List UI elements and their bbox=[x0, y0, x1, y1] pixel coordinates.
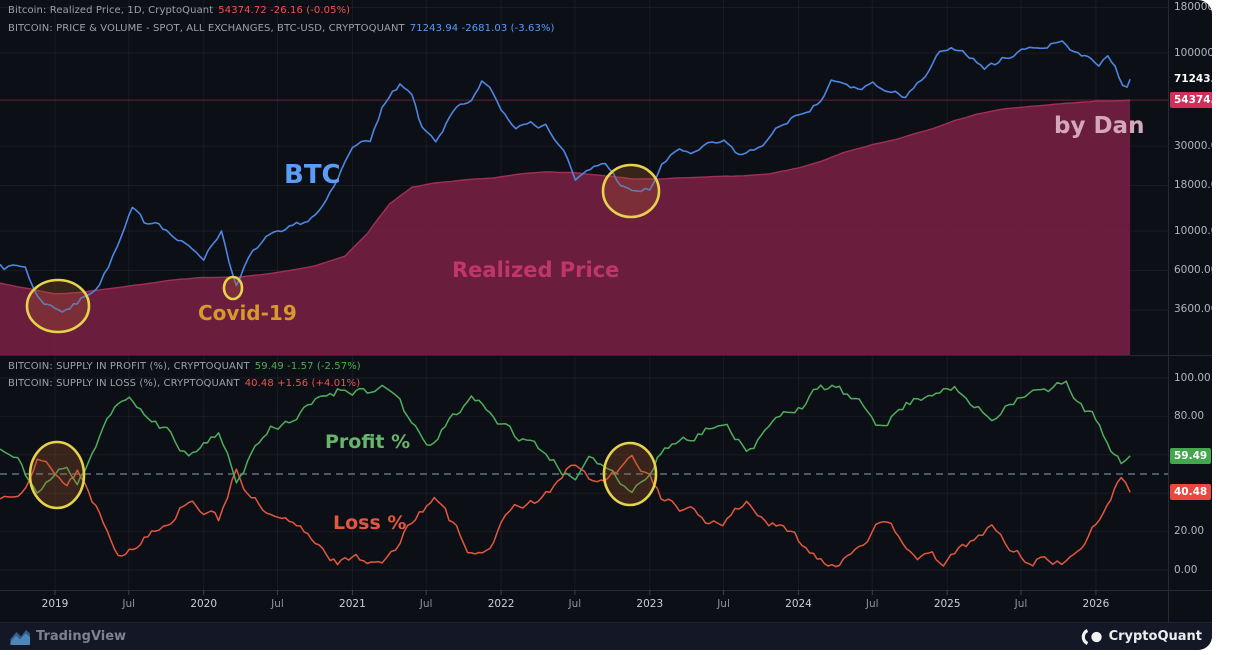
supply-pane-legend-row2[interactable]: BITCOIN: SUPPLY IN LOSS (%), CRYPTOQUANT… bbox=[8, 378, 360, 389]
supply-pane-legend-row1[interactable]: BITCOIN: SUPPLY IN PROFIT (%), CRYPTOQUA… bbox=[8, 361, 361, 372]
price-pane-legend-row2[interactable]: BITCOIN: PRICE & VOLUME - SPOT, ALL EXCH… bbox=[8, 23, 555, 34]
tradingview-icon bbox=[10, 629, 30, 645]
series-values: 71243.94 -2681.03 (-3.63%) bbox=[409, 23, 555, 34]
series-values: 59.49 -1.57 (-2.57%) bbox=[254, 361, 361, 372]
axis-tick-label: 180000.00 bbox=[1174, 1, 1212, 14]
time-axis-year-label: 2026 bbox=[1082, 598, 1110, 610]
tradingview-text: TradingView bbox=[36, 629, 127, 644]
axis-tick-label: 100.00 bbox=[1174, 371, 1211, 384]
tradingview-logo[interactable]: TradingView bbox=[10, 629, 126, 645]
highlight-ellipse bbox=[222, 275, 244, 301]
series-values: 40.48 +1.56 (+4.01%) bbox=[244, 378, 361, 389]
price-pane-legend-row1[interactable]: Bitcoin: Realized Price, 1D, CryptoQuant… bbox=[8, 5, 350, 16]
last-price-badge-btc: 71243.94 bbox=[1170, 71, 1212, 88]
last-value-badge-profit: 59.49 bbox=[1170, 447, 1212, 464]
price-axis[interactable]: 180000.00 100000.00 30000.00 18000.00 10000.… bbox=[1168, 0, 1212, 622]
cryptoquant-text: CryptoQuant bbox=[1108, 629, 1202, 644]
annotation-realized-price-label: Realized Price bbox=[452, 258, 620, 282]
annotation-profit-pct-label: Profit % bbox=[325, 431, 411, 453]
annotation-covid19-label: Covid-19 bbox=[198, 301, 297, 325]
footer-bar: TradingView CryptoQuant bbox=[0, 622, 1212, 650]
annotation-by-dan-watermark: by Dan bbox=[1054, 113, 1145, 139]
axis-tick-label: 0.00 bbox=[1174, 563, 1198, 576]
last-price-badge-realized: 54374.72 bbox=[1170, 92, 1212, 109]
time-axis-year-label: 2025 bbox=[933, 598, 961, 610]
annotation-btc-label: BTC bbox=[284, 160, 341, 190]
time-axis-year-label: 2022 bbox=[487, 598, 515, 610]
time-axis-month-label: Jul bbox=[568, 598, 582, 610]
realized-price-area bbox=[0, 100, 1131, 355]
series-title: BITCOIN: SUPPLY IN PROFIT (%), CRYPTOQUA… bbox=[8, 361, 250, 372]
time-axis-month-label: Jul bbox=[419, 598, 433, 610]
realized-price-line bbox=[0, 99, 1131, 295]
time-axis[interactable]: 2019 Jul 2020 Jul 2021 Jul 2022 Jul 2023 Jul 2024 J… bbox=[0, 590, 1168, 622]
time-axis-month-label: Jul bbox=[865, 598, 879, 610]
annotation-loss-pct-label: Loss % bbox=[333, 512, 407, 534]
last-value-badge-loss: 40.48 bbox=[1170, 484, 1212, 501]
series-title: Bitcoin: Realized Price, 1D, CryptoQuant bbox=[8, 5, 214, 16]
highlight-ellipse bbox=[601, 163, 661, 219]
series-values: 54374.72 -26.16 (-0.05%) bbox=[218, 5, 351, 16]
axis-tick-label: 6000.00 bbox=[1174, 263, 1212, 276]
time-axis-year-label: 2024 bbox=[785, 598, 812, 610]
supply-in-loss-line bbox=[0, 454, 1131, 568]
axis-tick-label: 20.00 bbox=[1174, 525, 1205, 538]
series-title: BITCOIN: PRICE & VOLUME - SPOT, ALL EXCH… bbox=[8, 23, 405, 34]
time-axis-year-label: 2019 bbox=[41, 598, 69, 610]
highlight-ellipse bbox=[602, 441, 658, 507]
highlight-ellipse bbox=[25, 278, 91, 334]
trading-chart-window: Bitcoin: Realized Price, 1D, CryptoQuant… bbox=[0, 0, 1212, 650]
supply-in-profit-line bbox=[0, 380, 1131, 494]
time-axis-year-label: 2020 bbox=[190, 598, 218, 610]
time-axis-month-label: Jul bbox=[271, 598, 284, 610]
axis-tick-label: 80.00 bbox=[1174, 409, 1205, 422]
cryptoquant-logo[interactable]: CryptoQuant bbox=[1081, 628, 1202, 645]
time-axis-month-label: Jul bbox=[122, 598, 136, 610]
cryptoquant-icon bbox=[1081, 628, 1102, 645]
axis-tick-label: 10000.00 bbox=[1174, 224, 1212, 237]
series-title: BITCOIN: SUPPLY IN LOSS (%), CRYPTOQUANT bbox=[8, 378, 240, 389]
axis-tick-label: 3600.00 bbox=[1174, 303, 1212, 316]
axis-tick-label: 100000.00 bbox=[1174, 46, 1212, 59]
time-axis-year-label: 2021 bbox=[339, 598, 366, 610]
highlight-ellipse bbox=[28, 440, 86, 510]
btc-price-line bbox=[0, 40, 1131, 313]
chart-canvas[interactable] bbox=[0, 0, 1212, 622]
axis-tick-label: 18000.00 bbox=[1174, 179, 1212, 192]
axis-tick-label: 30000.00 bbox=[1174, 139, 1212, 152]
time-axis-year-label: 2023 bbox=[636, 598, 664, 610]
time-axis-month-label: Jul bbox=[1014, 598, 1028, 610]
time-axis-month-label: Jul bbox=[717, 598, 730, 610]
